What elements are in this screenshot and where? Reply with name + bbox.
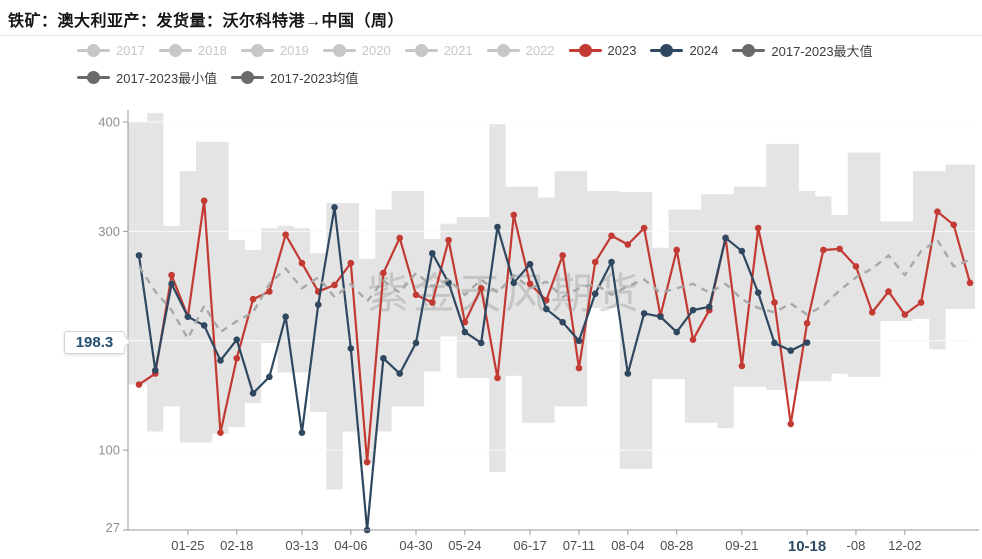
series-2023-markers	[135, 197, 974, 466]
legend-row-1: 2017 2018 2019 2020 2021 2022 2023 2024 2017-202…	[77, 41, 873, 60]
chart-title: 铁矿：澳大利亚产：发货量：沃尔科特港→中国（周）	[8, 13, 405, 30]
x-axis-label: 01-25	[171, 538, 204, 553]
y-axis-label: 300	[98, 224, 120, 239]
legend-line-dot-icon	[322, 44, 356, 57]
legend-line-dot-icon	[732, 44, 766, 57]
legend-item-2020[interactable]: 2020	[322, 43, 391, 58]
legend-item-2021[interactable]: 2021	[404, 43, 473, 58]
legend-item-label: 2017-2023均值	[270, 71, 359, 86]
x-axis-label: 05-24	[448, 538, 481, 553]
legend-line-dot-icon	[158, 44, 192, 57]
legend-item-label: 2022	[525, 43, 555, 58]
legend-line-dot-icon	[404, 44, 438, 57]
plot-area[interactable]	[128, 110, 975, 530]
title-divider	[0, 35, 982, 36]
x-axis-pointer-label: 10-18	[788, 538, 826, 555]
legend-item-label: 2021	[443, 43, 473, 58]
legend-item-2024[interactable]: 2024	[650, 43, 718, 58]
x-axis-label: 02-18	[220, 538, 253, 553]
x-axis-label: 07-11	[563, 538, 595, 553]
x-axis-label: 03-13	[285, 538, 318, 553]
series-minmax-band	[128, 113, 975, 490]
legend-item-label: 2017-2023最小值	[116, 71, 218, 86]
x-axis-label: 08-04	[611, 538, 644, 553]
legend-item-label: 2020	[361, 43, 391, 58]
legend-item-label: 2024	[689, 43, 719, 58]
legend-item-label: 2017	[116, 43, 145, 58]
y-axis-pointer-label: 198.3	[64, 331, 125, 354]
legend-line-dot-icon	[77, 44, 110, 57]
legend-item-2023[interactable]: 2023	[568, 43, 637, 58]
legend-line-dot-icon	[77, 71, 110, 84]
legend-line-dot-icon	[650, 44, 684, 57]
legend-item-label: 2018	[197, 43, 227, 58]
legend-line-dot-icon	[231, 71, 265, 84]
x-axis-label: 08-28	[660, 538, 693, 553]
x-axis-label: 04-30	[399, 538, 432, 553]
legend-row-2: 2017-2023最小值 2017-2023均值	[77, 68, 358, 87]
legend-item-label: 2019	[279, 43, 309, 58]
x-axis-label: 06-17	[513, 538, 546, 553]
series-2017-2023均值-line	[137, 238, 971, 340]
x-axis-label: -08	[847, 538, 866, 553]
legend-line-dot-icon	[486, 44, 520, 57]
legend-item-2018[interactable]: 2018	[158, 43, 227, 58]
y-axis-label: 100	[98, 443, 120, 458]
series-2024-markers	[135, 204, 811, 534]
y-axis-min-label: 27	[106, 520, 120, 535]
legend-item-2022[interactable]: 2022	[486, 43, 555, 58]
legend-item-label: 2023	[607, 43, 637, 58]
legend-item-2017-2023均值[interactable]: 2017-2023均值	[231, 68, 358, 87]
series-2023-line	[138, 199, 972, 464]
legend-item-2017[interactable]: 2017	[77, 43, 145, 58]
x-axis-label: 09-21	[725, 538, 758, 553]
legend-item-label: 2017-2023最大值	[771, 44, 873, 59]
x-axis-label: 04-06	[334, 538, 367, 553]
x-axis-label: 12-02	[888, 538, 921, 553]
legend-item-2017-2023最大值[interactable]: 2017-2023最大值	[732, 41, 873, 60]
legend-item-2019[interactable]: 2019	[240, 43, 309, 58]
y-axis-label: 400	[98, 115, 120, 130]
legend-line-dot-icon	[568, 44, 602, 57]
legend-line-dot-icon	[240, 44, 274, 57]
legend-item-2017-2023最小值[interactable]: 2017-2023最小值	[77, 68, 217, 87]
